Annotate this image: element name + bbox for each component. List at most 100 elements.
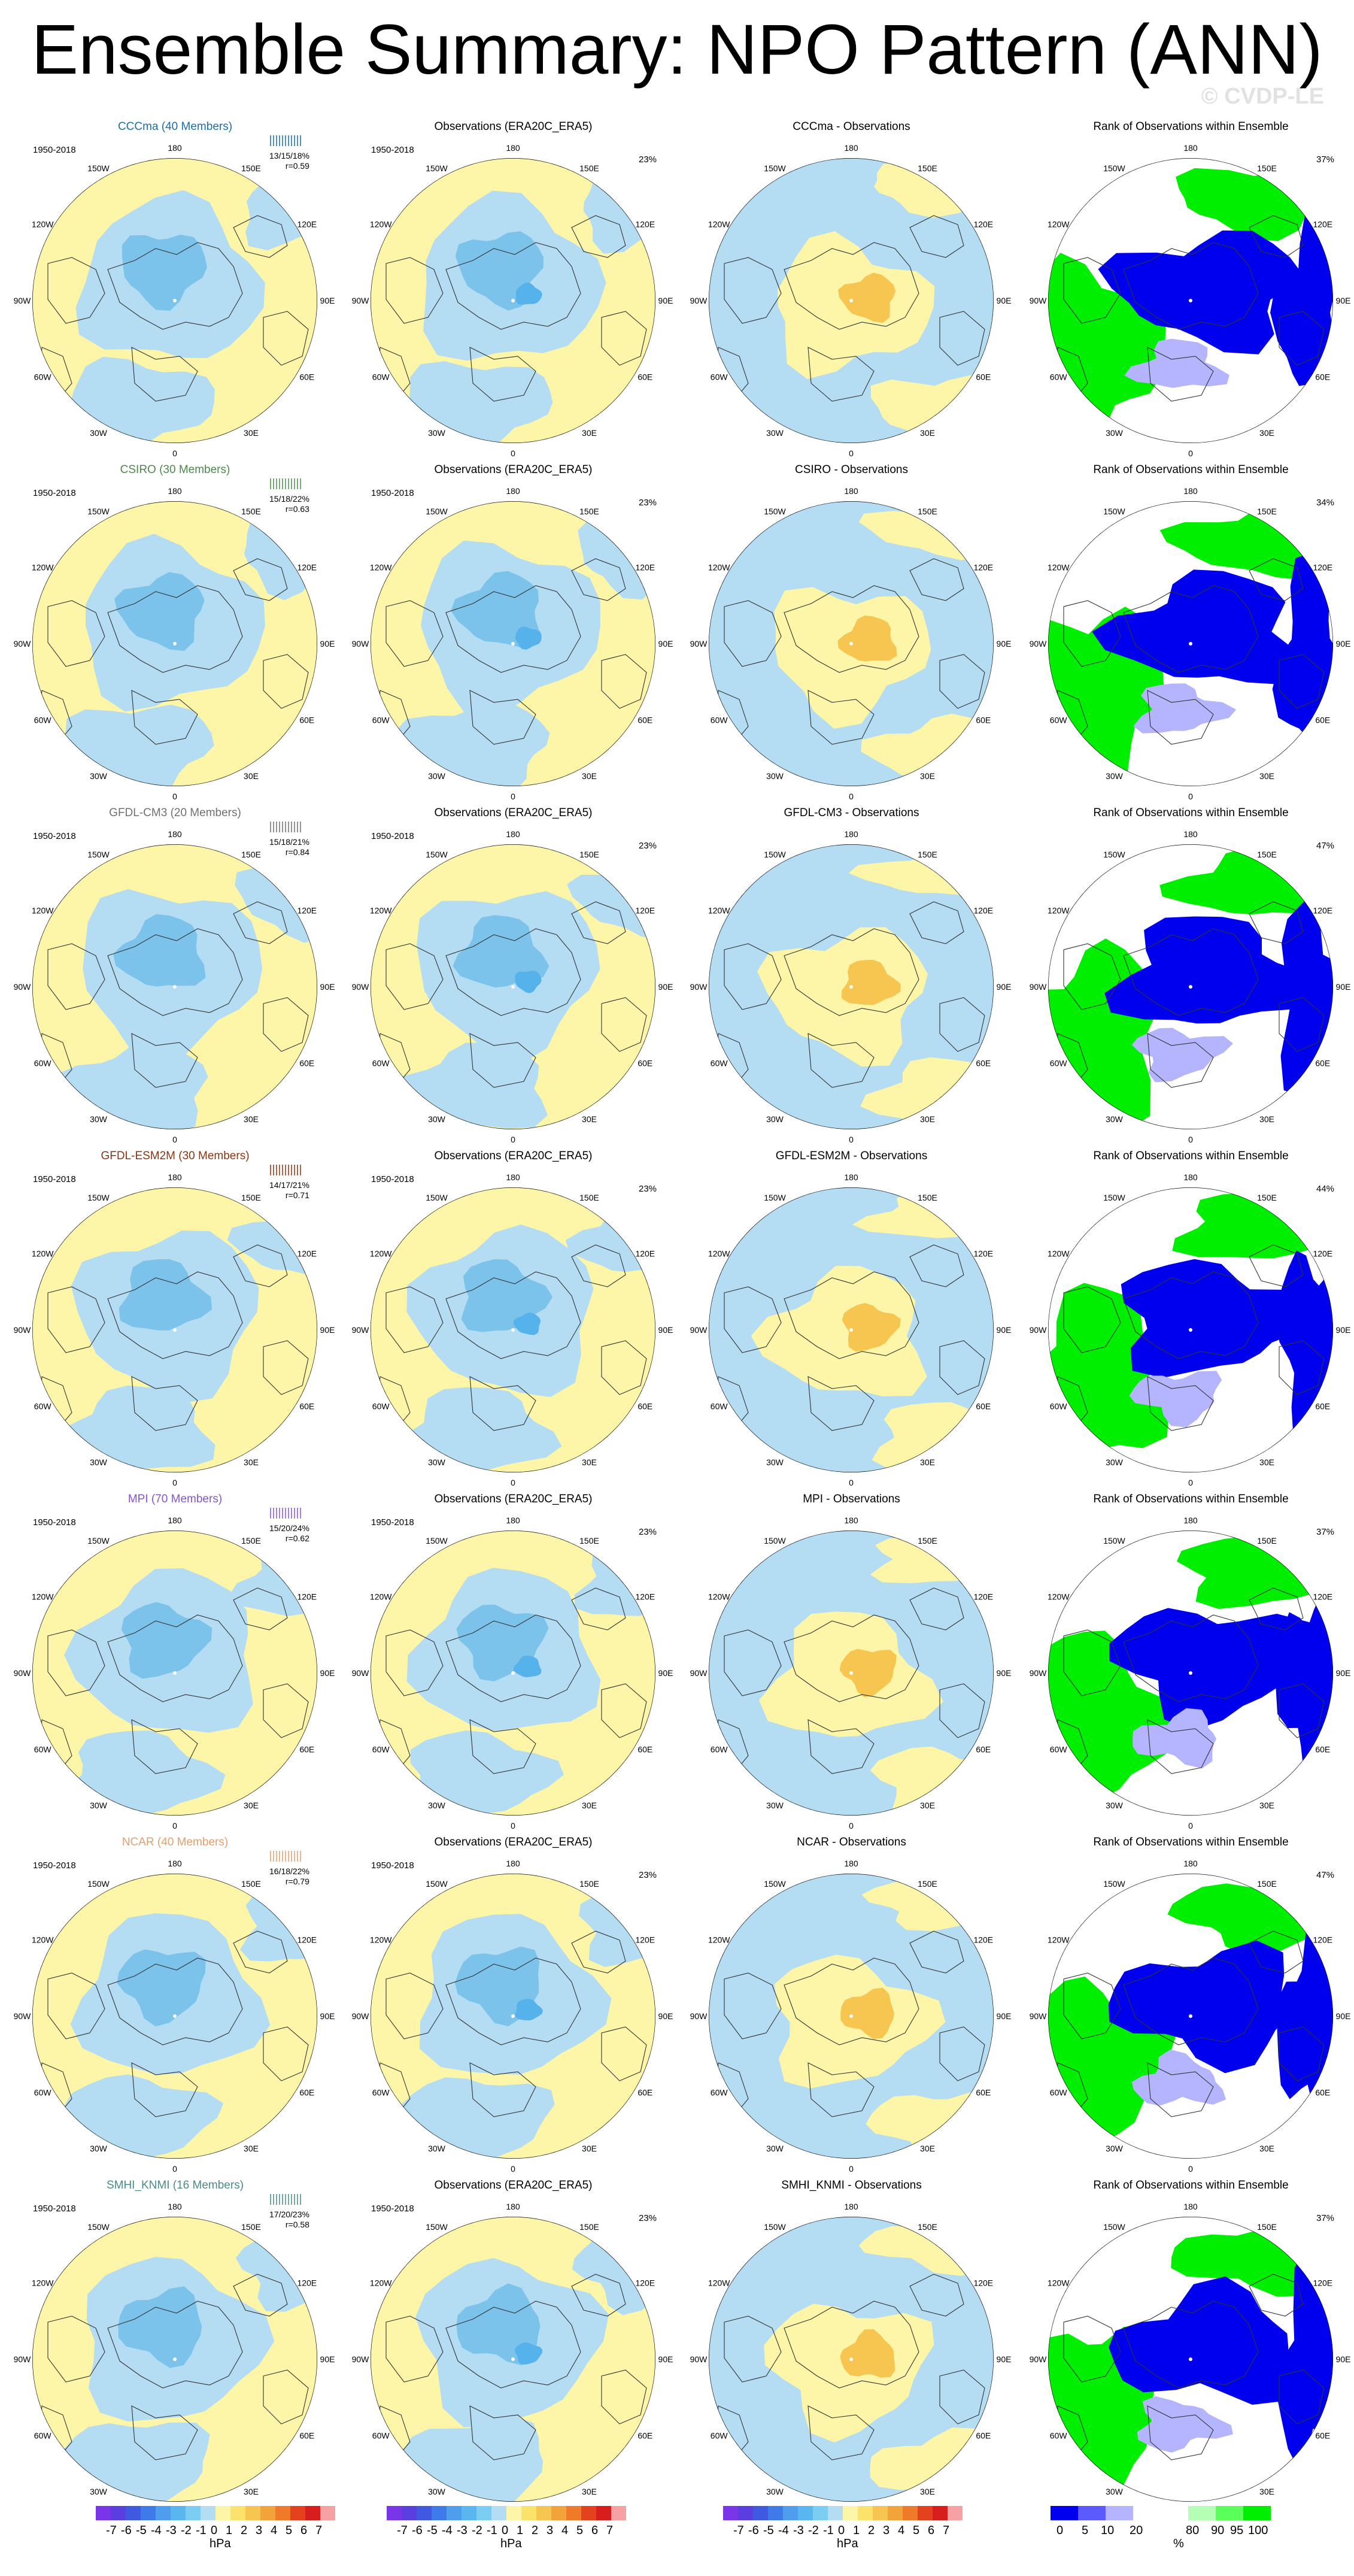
longitude-label: 120W (32, 2278, 54, 2288)
longitude-label: 180 (1183, 1859, 1198, 1868)
longitude-label: 90E (658, 982, 673, 992)
longitude-label: 60E (976, 2431, 991, 2441)
colorbar-tick-label: 6 (928, 2524, 935, 2537)
longitude-label: 120W (370, 2278, 392, 2288)
longitude-label: 90W (1030, 2011, 1048, 2021)
colorbar-swatch (1216, 2506, 1243, 2520)
longitude-label: 30W (766, 1114, 784, 1124)
colorbar-hpa: -7 -6 -5 -4 -3 -2 -1 0 1 2 3 4 5 6 7 hPa (382, 2506, 633, 2566)
longitude-label: 150W (87, 850, 110, 859)
longitude-label: 60W (372, 1402, 390, 1411)
longitude-label: 60W (34, 2088, 52, 2098)
ensemble-stats: 15/20/24% r=0.62 (269, 1523, 309, 1544)
longitude-label: 90W (1030, 296, 1048, 305)
rank-percentage: 34% (1316, 498, 1335, 508)
polar-map: 180 150E 120E 90E 60E 30E 0 30W 60W 90W 120W 150W (1030, 829, 1351, 1144)
longitude-label: 30E (1259, 428, 1274, 438)
longitude-label: 30E (244, 2487, 259, 2496)
colorbar-swatch (305, 2506, 320, 2520)
longitude-label: 180 (506, 143, 520, 153)
colorbar-tick-label: -1 (823, 2524, 834, 2537)
longitude-label: 150W (426, 507, 448, 516)
colorbar-tick-label: 5 (576, 2524, 584, 2537)
longitude-label: 90E (320, 2354, 335, 2364)
colorbar-swatch (111, 2506, 126, 2520)
longitude-label: 60E (299, 1059, 314, 1068)
longitude-label: 120W (32, 1249, 54, 1259)
polar-map: 180 150E 120E 90E 60E 30E 0 30W 60W 90W 120W 150W (690, 1516, 1012, 1831)
longitude-label: 60W (1050, 716, 1068, 725)
longitude-label: 60W (1050, 1402, 1068, 1411)
observations-title: Observations (ERA20C_ERA5) (434, 463, 593, 476)
colorbar-swatch (843, 2506, 858, 2520)
longitude-label: 90E (997, 1325, 1012, 1335)
longitude-label: 120W (370, 220, 392, 229)
longitude-label: 90W (14, 1668, 32, 1678)
longitude-label: 90E (658, 296, 673, 305)
colorbar-tick-label: 1 (517, 2524, 524, 2537)
longitude-label: 0 (1188, 448, 1193, 458)
longitude-label: 60W (1050, 372, 1068, 382)
longitude-label: 120E (1313, 1935, 1332, 1945)
longitude-label: 180 (1183, 143, 1198, 153)
longitude-label: 30W (90, 1457, 108, 1467)
longitude-label: 150W (764, 1193, 786, 1202)
longitude-label: 30E (1259, 1457, 1274, 1467)
difference-panel: 180 150E 120E 90E 60E 30E 0 30W 60W 90W 120W 150W GF… (682, 806, 1021, 1150)
longitude-label: 120W (708, 1592, 730, 1602)
longitude-label: 180 (844, 486, 858, 496)
longitude-label: 30W (1106, 1801, 1124, 1810)
longitude-label: 180 (844, 2202, 858, 2211)
rank-title: Rank of Observations within Ensemble (1093, 1493, 1289, 1505)
model-title: CCCma (40 Members) (117, 120, 233, 133)
colorbar-tick-label: -7 (397, 2524, 408, 2537)
colorbar-swatch (432, 2506, 447, 2520)
longitude-label: 60W (711, 372, 728, 382)
colorbar-hpa: -7 -6 -5 -4 -3 -2 -1 0 1 2 3 4 5 6 7 hPa (718, 2506, 970, 2566)
longitude-label: 0 (1188, 2164, 1193, 2174)
longitude-label: 30W (428, 1457, 446, 1467)
observations-panel: 180 150E 120E 90E 60E 30E 0 30W 60W 90W 120W 150W Ob… (344, 463, 682, 807)
ensemble-stats: 15/18/22% r=0.63 (269, 494, 309, 514)
longitude-label: 150W (1103, 850, 1125, 859)
longitude-label: 150W (87, 1879, 110, 1889)
longitude-label: 120E (973, 1935, 993, 1945)
rank-title: Rank of Observations within Ensemble (1093, 2179, 1289, 2192)
ensemble-range-icon (270, 1165, 301, 1175)
polar-map: 180 150E 120E 90E 60E 30E 0 30W 60W 90W 120W 150W (1030, 1172, 1351, 1487)
model-title: MPI (70 Members) (127, 1493, 223, 1505)
colorbar-unit: hPa (500, 2537, 522, 2550)
longitude-label: 30W (1106, 2487, 1124, 2496)
longitude-label: 0 (172, 448, 177, 458)
longitude-label: 180 (1183, 2202, 1198, 2211)
longitude-label: 60E (1315, 1059, 1330, 1068)
longitude-label: 90W (352, 639, 370, 648)
colorbar-swatch (462, 2506, 476, 2520)
stats-percentiles: 13/15/18% (269, 151, 309, 160)
polar-map: 180 150E 120E 90E 60E 30E 0 30W 60W 90W 120W 150W (352, 1516, 673, 1831)
colorbar-swatch (126, 2506, 141, 2520)
colorbar-tick-label: 4 (898, 2524, 905, 2537)
model-panel: 180 150E 120E 90E 60E 30E 0 30W 60W 90W 120W 150W GF… (6, 1149, 344, 1493)
colorbar-swatch (387, 2506, 402, 2520)
colorbar-swatch (948, 2506, 963, 2520)
longitude-label: 120E (973, 1249, 993, 1259)
longitude-label: 30E (582, 1114, 597, 1124)
longitude-label: 150W (764, 1879, 786, 1889)
longitude-label: 120E (635, 1592, 655, 1602)
longitude-label: 120W (1048, 2278, 1070, 2288)
longitude-label: 150E (1257, 1879, 1277, 1889)
difference-title: CSIRO - Observations (795, 463, 908, 476)
difference-panel: 180150E120E90E60E30E030W60W90W120W150WSM… (682, 2178, 1021, 2523)
pattern-correlation: r=0.84 (285, 847, 309, 857)
colorbar-swatch (141, 2506, 156, 2520)
ensemble-stats: 16/18/22% r=0.79 (269, 1866, 309, 1887)
longitude-label: 60E (637, 372, 652, 382)
rank-percentage: 37% (1316, 154, 1335, 165)
colorbar-swatch (873, 2506, 888, 2520)
longitude-label: 180 (844, 143, 858, 153)
longitude-label: 30E (244, 428, 259, 438)
years-label: 1950-2018 (371, 831, 414, 841)
colorbar-swatch (156, 2506, 171, 2520)
colorbar-unit: hPa (210, 2537, 231, 2550)
